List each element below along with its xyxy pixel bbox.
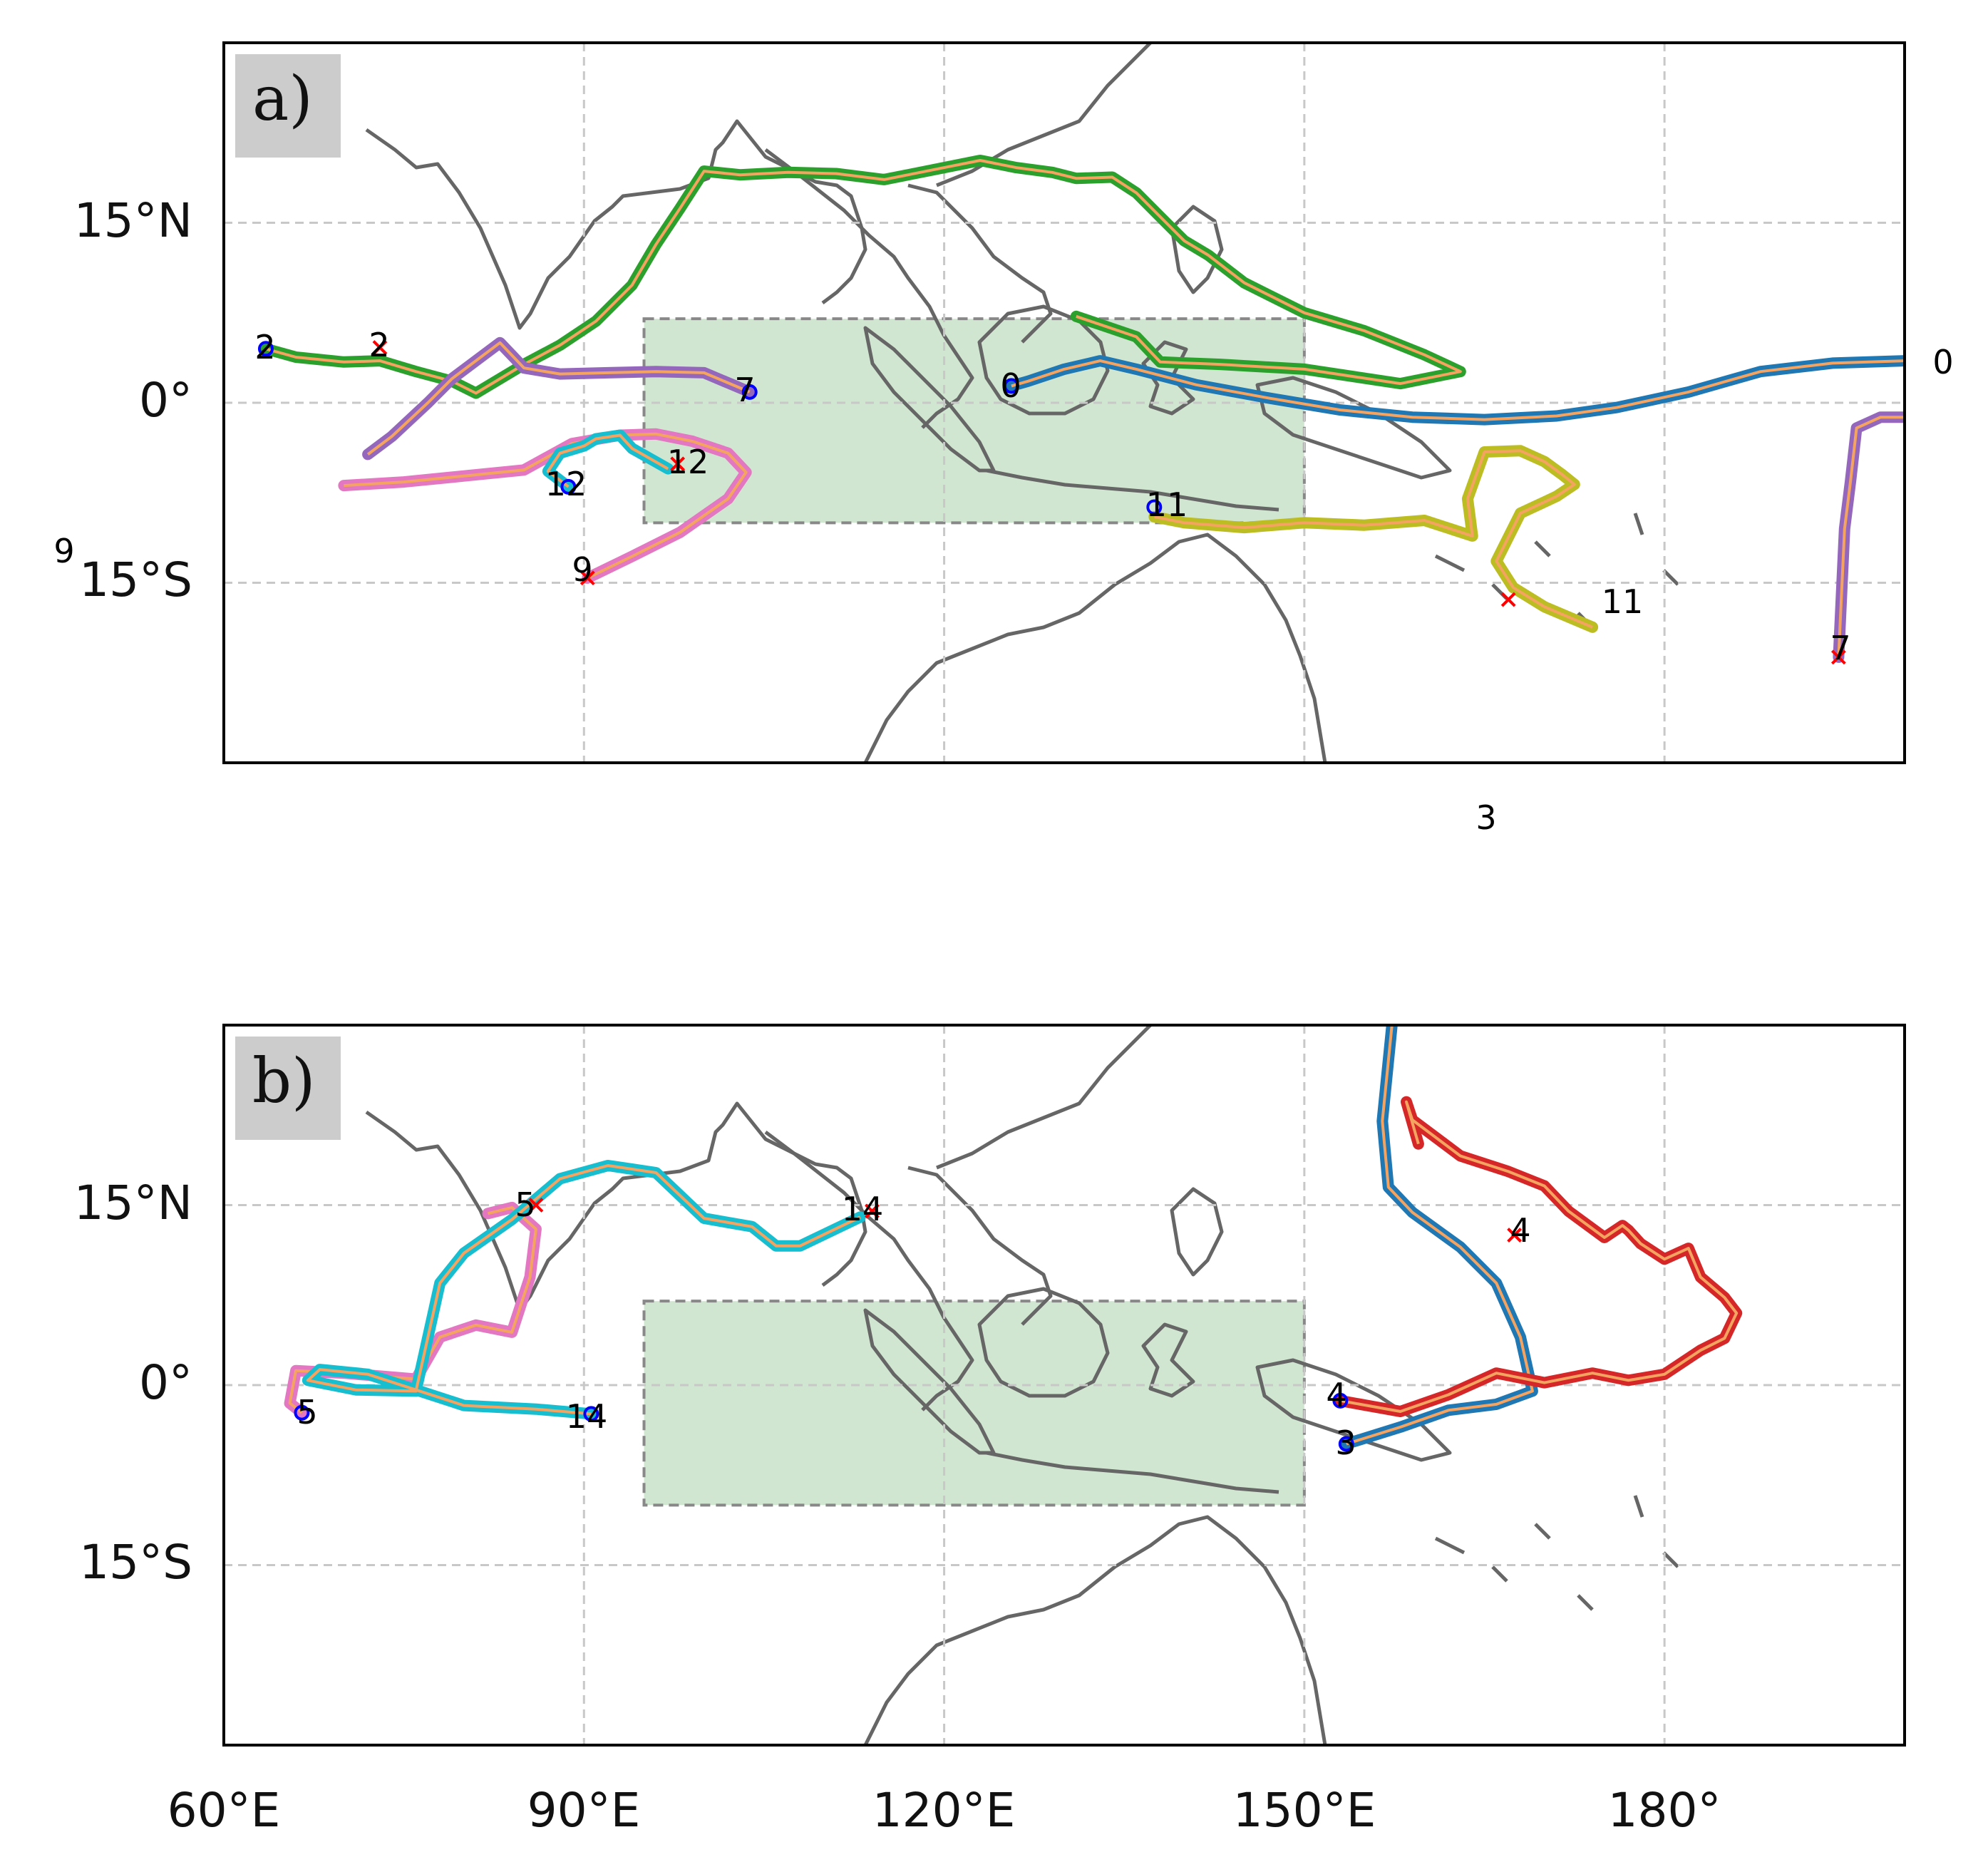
y-tick-0: 0° [139,373,192,428]
track-number-11-end: 11 [1602,582,1644,621]
panel-a-frame [222,41,1906,764]
track-number-14-start: 14 [566,1397,608,1436]
start-marker-2 [257,341,274,357]
track-3-core [1346,1025,1534,1446]
start-marker-11 [1146,499,1163,515]
stray-number-3: 3 [1475,798,1496,837]
y-tick-15s: 15°S [79,1535,192,1590]
panel-b-label: b) [252,1046,316,1117]
track-12-core [546,433,669,488]
x-tick-60e: 60°E [168,1783,281,1838]
panel-b-frame [222,1024,1906,1747]
track-number-2-start: 2 [254,328,275,366]
track-4-core [1340,1100,1739,1413]
y-tick-15n: 15°N [74,193,192,248]
stray-number-9: 9 [53,532,74,570]
start-marker-12 [560,478,577,495]
y-tick-15s: 15°S [79,552,192,607]
panel-a-highlight-box [642,317,1306,525]
track-5-core [288,1205,537,1414]
start-marker-3 [1338,1436,1354,1452]
start-marker-0 [1003,378,1019,394]
start-marker-14 [583,1406,599,1422]
stray-number-0: 0 [1932,343,1953,381]
track-number-7-end: 7 [1830,629,1850,667]
track-number-4-end: 4 [1510,1211,1530,1250]
track-number-9-end: 9 [572,550,592,589]
panel-a-track-numbers: 2 2 7 0 12 12 9 11 11 7 [254,326,1850,667]
start-marker-5 [294,1404,310,1421]
track-number-3-start: 3 [1335,1424,1356,1462]
y-tick-15n: 15°N [74,1176,192,1230]
track-number-11-start: 11 [1146,485,1188,524]
panel-a-tracks [259,155,1905,663]
start-marker-4 [1332,1392,1349,1409]
track-number-0-start: 0 [1000,366,1021,405]
track-9-core [344,432,748,580]
track-7-core [1837,416,1905,657]
track-number-7-start: 7 [734,371,755,409]
track-2-core [265,159,1462,395]
highlight-region [642,1300,1306,1507]
x-tick-150e: 150°E [1233,1783,1376,1838]
panel-b-tracks [284,1025,1743,1450]
track-14-core [306,1164,861,1416]
panel-a-label: a) [252,63,313,135]
end-marker-2 [372,340,388,355]
track-number-5-start: 5 [297,1393,317,1431]
panel-b-markers [294,1198,1523,1452]
track-7-core [366,341,751,456]
track-0-core [1011,359,1905,421]
start-marker-7 [741,384,758,400]
track-number-12-end: 12 [667,443,709,481]
track-number-2-end: 2 [369,326,389,364]
panel-b-y-ticks: 15°N 0° 15°S [74,1176,192,1590]
end-marker-5 [528,1198,544,1213]
x-tick-120e: 120°E [872,1783,1016,1838]
end-marker-14 [865,1203,880,1219]
highlight-region [642,317,1306,525]
track-number-5-end: 5 [515,1185,535,1224]
panel-a: a) 15°N 0° 15°S 2 2 7 0 12 12 9 11 11 7 … [53,41,1954,837]
panel-a-label-box [235,54,341,158]
x-tick-90e: 90°E [527,1783,641,1838]
end-marker-12 [670,456,686,472]
end-marker-9 [580,570,595,586]
track-11-core [1153,449,1593,629]
panel-b-track-numbers: 5 5 14 14 4 4 3 [297,1185,1530,1462]
panel-b-highlight-box [642,1300,1306,1507]
track-number-14-end: 14 [842,1190,884,1228]
end-marker-4 [1507,1228,1523,1243]
y-tick-0: 0° [139,1355,192,1410]
track-number-4-start: 4 [1326,1376,1346,1414]
x-tick-180: 180° [1608,1783,1721,1838]
panel-a-markers [257,340,1846,665]
panel-b-label-box [235,1037,341,1140]
panel-a-stray-numbers: 0 9 3 [53,343,1953,837]
panel-b: b) 15°N 0° 15°S 5 5 14 14 4 4 3 [74,1024,1906,1747]
track-number-12-start: 12 [545,465,587,503]
panel-a-y-ticks: 15°N 0° 15°S [74,193,192,607]
end-marker-7 [1830,649,1846,665]
x-ticks: 60°E 90°E 120°E 150°E 180° [168,1783,1721,1838]
end-marker-11 [1500,592,1516,607]
